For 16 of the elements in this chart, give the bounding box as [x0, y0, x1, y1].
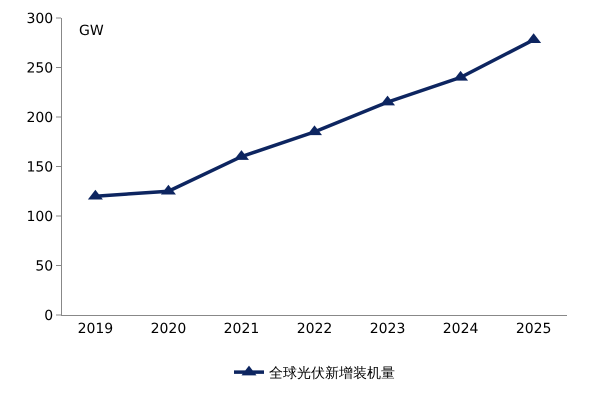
x-tick-label: 2025: [516, 320, 552, 337]
x-tick-label: 2023: [370, 320, 406, 337]
x-tick-label: 2021: [224, 320, 260, 337]
y-tick-label: 300: [26, 10, 54, 27]
x-tick-label: 2020: [150, 320, 186, 337]
x-tick-label: 2024: [442, 320, 478, 337]
y-axis-title: GW: [79, 23, 104, 39]
y-tick-label: 150: [26, 159, 54, 176]
legend-label: 全球光伏新增装机量: [269, 366, 395, 382]
y-tick-label: 50: [35, 258, 54, 274]
x-tick-label: 2022: [296, 320, 332, 337]
y-tick-label: 250: [26, 60, 54, 76]
x-tick-label: 2019: [78, 320, 114, 337]
y-tick-label: 0: [44, 308, 54, 324]
y-tick-label: 100: [26, 208, 54, 225]
y-tick-label: 200: [26, 110, 54, 126]
